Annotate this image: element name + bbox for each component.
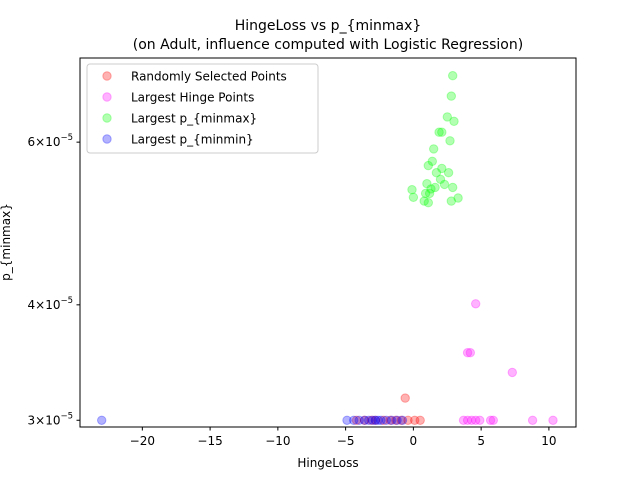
chart-title: HingeLoss vs p_{minmax} [235,18,422,34]
data-point-series-0 [391,415,401,425]
legend-marker-2 [102,113,112,123]
data-point-series-2 [423,198,433,208]
data-point-series-2 [437,163,447,174]
data-point-series-2 [429,144,439,154]
data-point-series-2 [449,116,459,127]
data-point-series-2 [422,179,432,189]
data-point-series-0 [359,415,370,425]
data-point-series-1 [475,415,485,425]
data-point-series-2 [430,182,440,193]
data-point-series-2 [443,168,454,178]
data-point-series-1 [471,415,481,425]
data-point-series-1 [458,415,469,425]
legend-label-2: Largest p_{minmax} [131,112,257,126]
data-point-series-2 [445,136,455,146]
data-point-series-3 [342,415,352,425]
data-point-series-2 [453,193,463,203]
y-axis-label: p_{minmax} [0,203,13,281]
x-tick-label: 10 [541,434,556,448]
data-point-series-2 [442,112,452,122]
data-point-series-3 [381,415,391,425]
legend-marker-0 [102,71,112,81]
data-point-series-3 [97,415,107,425]
data-point-series-1 [548,415,558,425]
data-point-series-1 [527,415,538,425]
data-point-series-2 [426,184,436,194]
axes-frame [79,57,577,428]
data-point-series-3 [397,415,408,425]
data-point-series-2 [448,182,458,193]
data-point-series-2 [437,127,447,137]
data-point-series-2 [407,185,417,195]
legend-label-0: Randomly Selected Points [131,70,287,84]
data-point-series-2 [448,71,458,81]
data-point-series-3 [373,415,383,425]
legend-label-1: Largest Hinge Points [131,91,254,105]
data-point-series-0 [378,415,389,425]
chart-subtitle: (on Adult, influence computed with Logis… [133,37,523,53]
data-point-series-0 [385,415,395,425]
x-tick-label: −20 [130,434,155,448]
data-point-series-3 [368,415,378,425]
data-point-series-3 [387,415,397,425]
data-point-series-2 [446,91,456,101]
data-point-series-3 [354,415,364,425]
x-tick-label: −15 [197,434,222,448]
data-point-series-2 [427,156,437,167]
data-point-series-2 [435,174,446,185]
y-tick-label: 4×10−5 [28,296,74,312]
legend-box [86,63,319,154]
data-point-series-0 [396,415,406,425]
data-point-series-0 [410,415,420,425]
data-point-series-2 [439,179,450,190]
data-point-series-2 [424,188,435,199]
data-point-series-3 [349,415,359,425]
data-point-series-1 [507,367,517,378]
data-point-series-2 [408,192,419,203]
data-point-series-3 [364,415,374,425]
data-point-series-0 [351,415,362,425]
data-point-series-1 [485,415,496,425]
data-point-series-2 [419,196,429,206]
data-point-series-3 [376,415,386,425]
data-point-series-1 [467,415,477,425]
data-point-series-0 [370,415,381,425]
y-tick-label: 6×10−5 [28,133,74,149]
data-point-series-0 [366,415,377,425]
data-point-series-2 [434,127,444,137]
y-tick-label: 3×10−5 [28,411,74,427]
legend-label-3: Largest p_{minmin} [131,133,254,147]
legend-marker-3 [102,134,112,144]
data-point-series-1 [471,299,481,309]
data-point-series-2 [420,188,431,199]
y-axis: 3×10−5 4×10−5 6×10−5 [28,133,80,427]
plot-area [97,71,558,425]
data-point-series-0 [400,393,410,403]
x-tick-label: −10 [265,434,290,448]
legend: Randomly Selected Points Largest Hinge Po… [86,63,319,154]
data-point-series-1 [462,415,473,425]
data-point-series-0 [415,415,425,425]
x-tick-label: −5 [337,434,355,448]
legend-marker-1 [102,92,112,102]
x-axis-label: HingeLoss [297,456,358,470]
x-axis: −20 −15 −10 −5 0 5 10 [130,427,557,448]
data-point-series-3 [370,415,381,425]
data-point-series-2 [423,160,433,171]
x-tick-label: 0 [410,434,418,448]
data-point-series-1 [462,348,473,358]
data-point-series-1 [465,348,475,358]
x-tick-label: 5 [477,434,485,448]
data-point-series-2 [446,196,456,206]
data-point-series-1 [488,415,498,425]
data-point-series-0 [403,415,413,425]
data-point-series-2 [431,168,442,178]
data-point-series-3 [359,415,370,425]
data-point-series-3 [392,415,402,425]
